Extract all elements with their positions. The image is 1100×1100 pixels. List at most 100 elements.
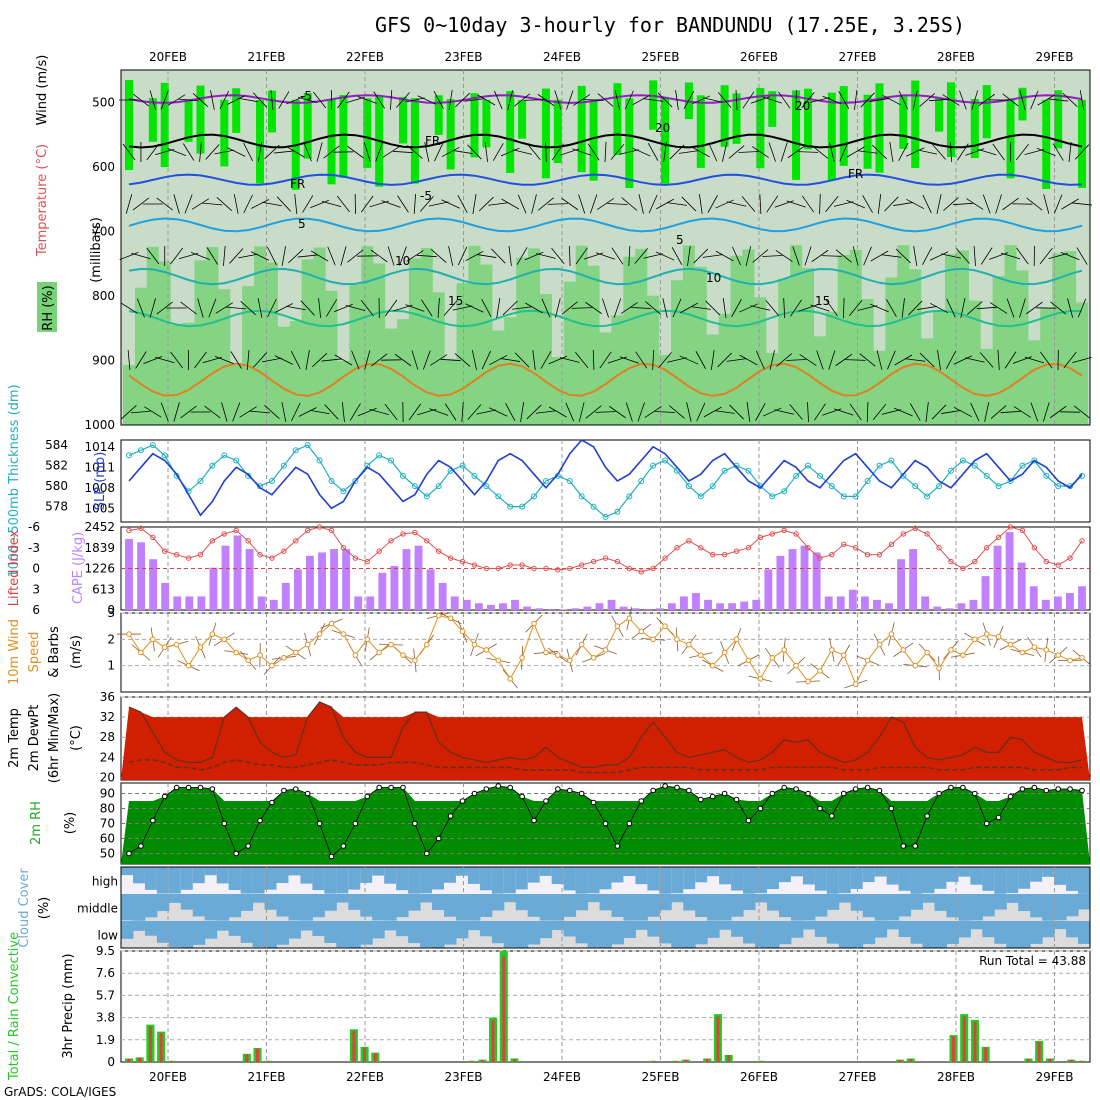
rh-mid-cell [909, 269, 922, 425]
wind-barb [795, 89, 797, 111]
wind-barb [857, 305, 878, 311]
wind-barb [913, 246, 918, 266]
cape-bar [933, 606, 942, 610]
wind-barb [160, 402, 169, 422]
wind-barb [191, 198, 210, 210]
cloud-cell [994, 894, 1007, 910]
cloud-cell [372, 921, 385, 939]
chart-title: GFS 0~10day 3-hourly for BANDUNDU (17.25… [375, 13, 965, 37]
run-total-label: Run Total = 43.88 [979, 954, 1086, 968]
cloud-cell [192, 894, 206, 917]
wind10-point [960, 652, 966, 658]
rh-high-cell [804, 88, 813, 150]
wind-barb [690, 306, 711, 310]
wind-barb [798, 151, 819, 153]
precip-convective-bar [512, 1058, 516, 1062]
cloud-cell [898, 867, 912, 891]
cloud-cell [408, 867, 421, 894]
wind10-point [888, 631, 895, 637]
wind-barb [294, 194, 298, 214]
cloud-cell [180, 921, 194, 948]
wind10-point [459, 628, 466, 635]
cloud-cell [240, 894, 254, 911]
cloud-cell [575, 921, 589, 944]
wind-barb [655, 411, 676, 413]
wind-barb [253, 352, 268, 368]
cloud-cell [168, 894, 182, 903]
wind-barb [264, 405, 280, 419]
cloud-cell [874, 867, 888, 877]
wind-barb [566, 90, 574, 110]
wind10-point [555, 652, 561, 658]
rh2m-point [281, 787, 287, 794]
wind-barb [448, 246, 454, 266]
li-point [185, 555, 192, 561]
precip-convective-bar [363, 1047, 367, 1062]
wind-barb [274, 355, 294, 365]
cloud-cell [491, 867, 505, 894]
wind-barb [1052, 143, 1064, 161]
rh-high-cell [732, 93, 741, 144]
rh-mid-cell [254, 246, 267, 425]
cloud-cell [838, 921, 852, 948]
thickness-point [638, 478, 645, 484]
cloud-cell [611, 894, 624, 917]
li-point [531, 565, 537, 572]
wind-barb [949, 141, 953, 163]
wind-barb [977, 148, 997, 156]
wind-barb [532, 350, 536, 370]
wind-barb [548, 355, 568, 365]
wind-barb [326, 299, 338, 317]
rh2m-point [1031, 784, 1038, 791]
wind10-point [257, 652, 263, 658]
wind-barb [238, 97, 259, 103]
wind-barb [849, 299, 863, 317]
wind-barb [893, 407, 913, 417]
rh2m-point [185, 784, 192, 791]
li-point [257, 551, 263, 558]
li-point [1019, 527, 1026, 534]
rh2m-point [495, 783, 502, 789]
thickness-point [221, 452, 228, 459]
wind-barb [1067, 298, 1074, 318]
wind-barb [1062, 92, 1078, 108]
cloud-cell [731, 867, 744, 891]
thickness-point [924, 493, 931, 500]
wind-barb [281, 402, 287, 422]
cloud-cell [336, 921, 349, 948]
cloud-cell [743, 921, 756, 944]
wind-barb [738, 151, 759, 153]
cloud-cell [1054, 867, 1067, 885]
wind-barb [547, 203, 568, 205]
rh2m-point [197, 784, 204, 791]
wind-barb [852, 246, 859, 266]
rh-high-cell [434, 95, 443, 135]
precip-convective-bar [684, 1059, 688, 1062]
upper-ytick: 700 [92, 224, 115, 238]
wind-barb [382, 146, 400, 158]
wind-barb [216, 197, 232, 211]
wind-barb [613, 298, 622, 318]
thickness-point [495, 493, 502, 500]
rh-high-cell [363, 98, 372, 168]
cloud-cell [683, 894, 696, 911]
cape-bar [125, 538, 133, 610]
cloud-cell [527, 894, 541, 917]
rh-high-cell [482, 99, 491, 148]
cloud-cell [348, 921, 361, 948]
wind-barb [143, 356, 163, 364]
rh-high-cell [827, 92, 836, 180]
li-point [829, 551, 835, 558]
li-point [638, 569, 644, 575]
cape-bar [716, 603, 725, 610]
li-point [316, 524, 323, 530]
thickness-point [304, 442, 311, 449]
wind-barb [683, 91, 695, 109]
wind-barb [357, 407, 377, 417]
wind-barb [801, 195, 815, 213]
wind-barb [978, 93, 996, 107]
cloud-cell [814, 867, 828, 891]
wind-barb [457, 246, 468, 266]
li-point [686, 538, 692, 544]
wind-barb [765, 300, 780, 316]
